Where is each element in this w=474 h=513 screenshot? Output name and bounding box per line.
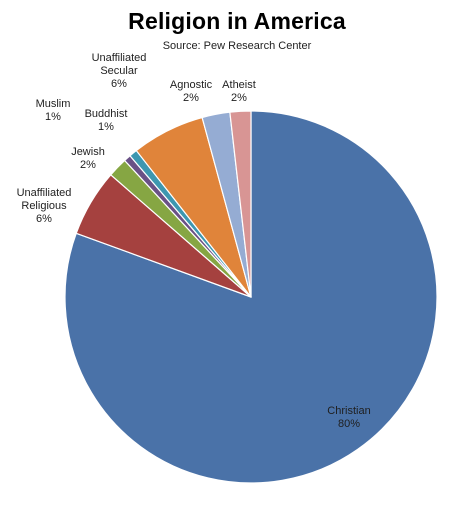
- slice-label-muslim: Muslim 1%: [36, 98, 71, 123]
- slice-label-agnostic: Agnostic 2%: [170, 79, 213, 104]
- slice-label-unaffiliated-secular: Unaffiliated Secular 6%: [92, 52, 147, 90]
- slice-label-unaffiliated-religious: Unaffiliated Religious 6%: [17, 187, 72, 225]
- chart-subtitle: Source: Pew Research Center: [162, 40, 312, 52]
- chart-title: Religion in America: [128, 8, 346, 34]
- slice-label-buddhist: Buddhist 1%: [85, 108, 128, 133]
- pie-slice-atheist: [229, 110, 252, 298]
- slice-label-atheist: Atheist 2%: [222, 79, 256, 104]
- slice-label-jewish: Jewish 2%: [71, 146, 105, 171]
- slice-label-christian: Christian 80%: [327, 405, 370, 430]
